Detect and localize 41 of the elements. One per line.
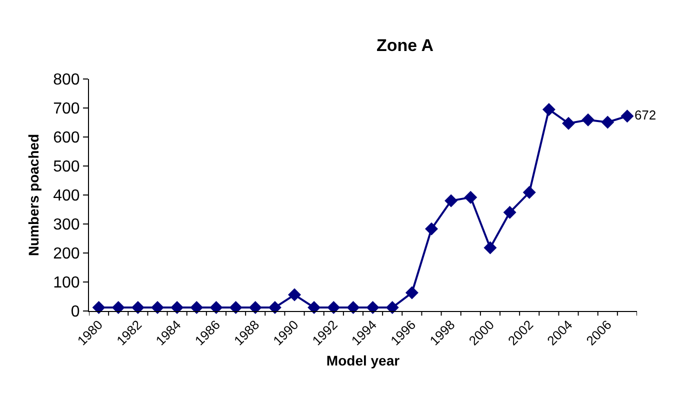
point <box>405 286 418 300</box>
point <box>386 301 399 314</box>
point <box>170 301 184 314</box>
y-tick-label: 500 <box>53 158 80 176</box>
point <box>131 301 144 314</box>
point <box>112 301 125 314</box>
y-tick-label: 600 <box>53 130 80 147</box>
point <box>542 102 556 116</box>
point <box>522 186 536 199</box>
point <box>484 241 497 254</box>
y-tick-label: 0 <box>70 304 80 321</box>
y-tick-label: 200 <box>53 246 80 263</box>
point <box>425 222 438 236</box>
y-axis-title: Numbers poached <box>26 134 42 256</box>
point <box>190 301 204 314</box>
point <box>601 116 614 129</box>
data-label: 672 <box>634 107 656 122</box>
point <box>620 110 634 123</box>
point <box>327 301 340 314</box>
point <box>582 113 595 126</box>
y-tick-label: 800 <box>53 72 80 89</box>
point <box>248 301 262 314</box>
point <box>562 116 575 130</box>
point <box>151 301 164 314</box>
y-tick-label: 100 <box>53 274 80 292</box>
y-tick-label: 700 <box>53 100 80 118</box>
point <box>229 301 242 314</box>
point <box>444 194 458 208</box>
chart-title: Zone A <box>376 36 434 55</box>
point <box>464 190 478 204</box>
y-tick-label: 300 <box>53 216 80 234</box>
point <box>503 206 516 219</box>
point <box>268 301 282 314</box>
point <box>308 301 321 314</box>
point <box>288 288 301 302</box>
point <box>92 301 106 314</box>
x-axis-title: Model year <box>326 352 400 369</box>
point <box>366 301 380 314</box>
point <box>346 301 360 314</box>
point <box>210 301 223 314</box>
y-tick-label: 400 <box>53 188 80 205</box>
